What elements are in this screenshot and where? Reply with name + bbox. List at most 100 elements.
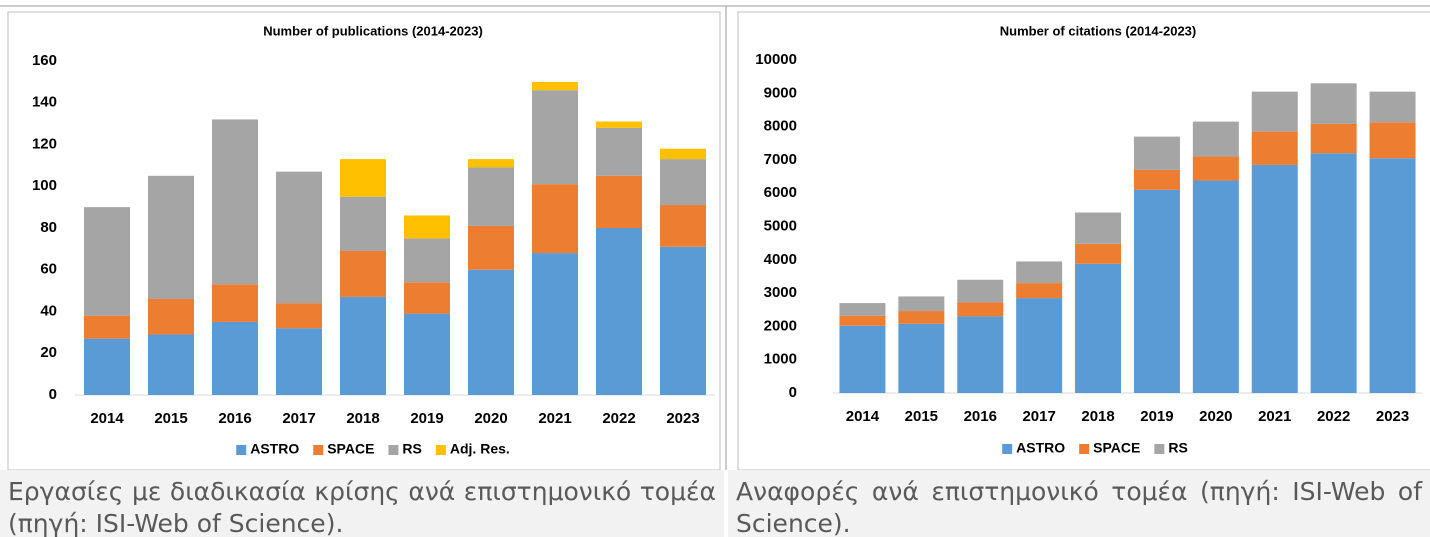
bar-segment <box>468 167 514 226</box>
bar-segment <box>148 334 194 395</box>
bar-segment <box>839 303 886 316</box>
x-tick-label: 2022 <box>1317 408 1350 425</box>
y-tick-label: 1000 <box>764 351 797 368</box>
legend-swatch <box>236 445 247 455</box>
bar-segment <box>532 81 578 91</box>
bar-segment <box>839 315 886 326</box>
bar-segment <box>468 269 514 395</box>
bar-segment <box>839 325 886 393</box>
legend-label: Adj. Res. <box>450 441 510 457</box>
legend-swatch <box>435 445 446 455</box>
bar-segment <box>340 159 386 197</box>
bar-segment <box>212 119 258 285</box>
bar-segment <box>1310 123 1357 154</box>
bar-segment <box>1016 283 1063 299</box>
bar-segment <box>532 90 578 185</box>
x-tick-label: 2019 <box>410 410 443 427</box>
bar-segment <box>404 215 450 239</box>
x-tick-label: 2014 <box>90 410 124 427</box>
bar-segment <box>532 253 578 395</box>
bar-segment <box>957 302 1004 317</box>
y-tick-label: 20 <box>40 344 57 361</box>
y-tick-label: 10000 <box>755 51 797 68</box>
legend-label: SPACE <box>1093 440 1140 456</box>
y-tick-label: 4000 <box>764 251 797 268</box>
bar-segment <box>1369 122 1416 159</box>
legend-label: ASTRO <box>250 441 299 457</box>
legend-swatch <box>313 445 324 455</box>
y-tick-label: 120 <box>32 135 57 152</box>
legend-swatch <box>1002 444 1013 454</box>
chart-title: Number of citations (2014-2023) <box>1000 23 1197 38</box>
bar-segment <box>468 225 514 270</box>
y-tick-label: 160 <box>32 52 57 69</box>
bar-segment <box>148 175 194 299</box>
x-tick-label: 2021 <box>538 410 571 427</box>
bar-segment <box>276 328 322 395</box>
legend-label: SPACE <box>327 441 374 457</box>
y-tick-label: 0 <box>789 384 797 401</box>
x-tick-label: 2022 <box>602 410 635 427</box>
y-tick-label: 2000 <box>764 317 797 334</box>
bar-segment <box>660 148 706 160</box>
bar-segment <box>660 246 706 395</box>
y-tick-label: 8000 <box>764 118 797 135</box>
bar-segment <box>340 196 386 251</box>
x-tick-label: 2020 <box>474 410 507 427</box>
x-tick-label: 2018 <box>1081 408 1114 425</box>
x-tick-label: 2014 <box>846 408 880 425</box>
y-tick-label: 9000 <box>764 84 797 101</box>
chart-title: Number of publications (2014-2023) <box>263 23 483 38</box>
caption: Αναφορές ανά επιστημονικό τομέα (πηγή: I… <box>728 470 1430 537</box>
bar-segment <box>212 284 258 322</box>
y-tick-label: 100 <box>32 177 57 194</box>
legend-swatch <box>1079 444 1090 454</box>
y-tick-label: 3000 <box>764 284 797 301</box>
bar-segment <box>596 127 642 176</box>
bar-segment <box>957 279 1004 303</box>
x-tick-label: 2017 <box>1022 408 1055 425</box>
bar-segment <box>1192 156 1239 181</box>
bar-segment <box>898 296 945 312</box>
legend-label: RS <box>402 441 421 457</box>
legend-label: RS <box>1168 440 1187 456</box>
bar-segment <box>898 311 945 324</box>
bar-segment <box>404 313 450 395</box>
x-tick-label: 2015 <box>905 408 938 425</box>
bar-segment <box>660 205 706 247</box>
bar-segment <box>468 159 514 168</box>
bar-segment <box>1369 91 1416 123</box>
bar-segment <box>532 184 578 254</box>
bar-segment <box>1133 136 1180 170</box>
caption: Εργασίες με διαδικασία κρίσης ανά επιστη… <box>0 470 724 537</box>
y-tick-label: 140 <box>32 94 57 111</box>
bar-segment <box>1133 169 1180 190</box>
y-tick-label: 7000 <box>764 151 797 168</box>
legend-swatch <box>1154 444 1165 454</box>
y-tick-label: 6000 <box>764 184 797 201</box>
x-tick-label: 2016 <box>218 410 251 427</box>
bar-segment <box>84 207 130 316</box>
legend-label: ASTRO <box>1016 440 1065 456</box>
x-tick-label: 2020 <box>1199 408 1232 425</box>
charts: Number of publications (2014-2023) 0 20 40 6… <box>0 5 1430 470</box>
bar-segment <box>898 323 945 393</box>
bar-segment <box>276 171 322 304</box>
bar-segment <box>660 159 706 206</box>
bar-segment <box>148 298 194 335</box>
x-tick-label: 2017 <box>282 410 315 427</box>
bar-segment <box>957 316 1004 393</box>
bar-segment <box>1075 243 1122 264</box>
bar-segment <box>1016 298 1063 393</box>
bar-segment <box>340 250 386 297</box>
x-tick-label: 2021 <box>1258 408 1291 425</box>
bar-segment <box>1075 263 1122 393</box>
x-tick-label: 2023 <box>1376 408 1409 425</box>
bar-segment <box>212 321 258 395</box>
bar-segment <box>1310 83 1357 124</box>
legend-swatch <box>388 445 399 455</box>
bar-segment <box>596 228 642 395</box>
bar-segment <box>276 303 322 329</box>
y-tick-label: 60 <box>40 261 57 278</box>
